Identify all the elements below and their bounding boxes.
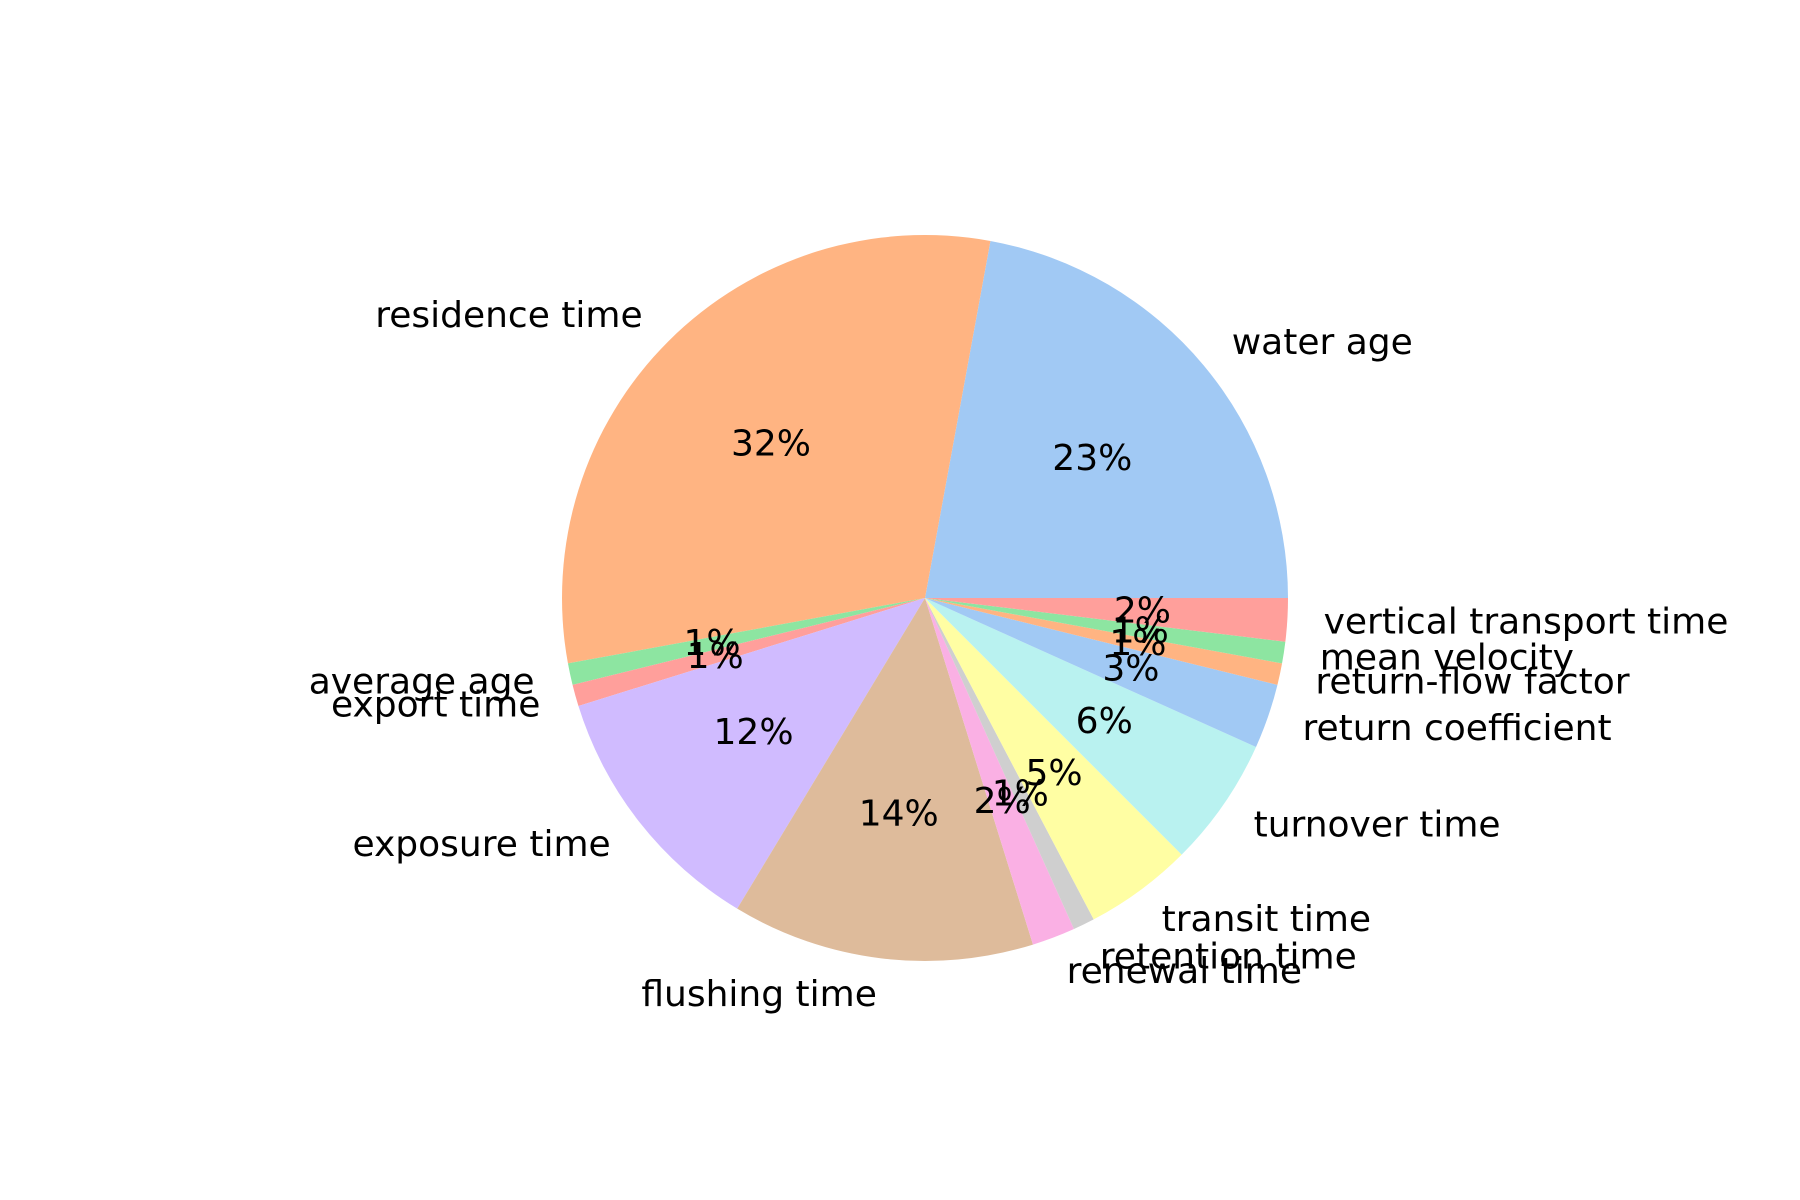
pie-slices (562, 235, 1288, 961)
pie-slice-residence-time (562, 235, 991, 664)
slice-label-return-flow-factor: return-flow factor (1315, 661, 1629, 702)
pie-slice-exposure-time (578, 598, 925, 909)
slice-label-turnover-time: turnover time (1254, 804, 1501, 845)
slice-label-mean-velocity: mean velocity (1320, 638, 1574, 679)
pie-slice-return-flow-factor (925, 598, 1283, 685)
pct-label-exposure-time: 12% (714, 712, 794, 753)
slice-label-exposure-time: exposure time (352, 824, 610, 865)
pie-slice-turnover-time (925, 598, 1257, 855)
slice-label-export-time: export time (331, 685, 540, 726)
pie-slice-average-age (567, 598, 925, 685)
slice-label-renewal-time: renewal time (1067, 951, 1302, 992)
pie-slice-renewal-time (925, 598, 1074, 945)
pct-label-return-flow-factor: 1% (1109, 623, 1166, 664)
pct-label-return-coefficient: 3% (1102, 649, 1159, 690)
pct-label-water-age: 23% (1052, 438, 1132, 479)
pct-label-residence-time: 32% (731, 423, 811, 464)
pct-label-export-time: 1% (687, 636, 744, 677)
pie-slice-mean-velocity (925, 598, 1286, 664)
slice-label-flushing-time: flushing time (641, 974, 877, 1015)
pct-label-flushing-time: 14% (859, 794, 939, 835)
pct-label-turnover-time: 6% (1076, 701, 1133, 742)
pct-label-vertical-transport-time: 2% (1114, 591, 1171, 632)
slice-label-residence-time: residence time (375, 295, 642, 336)
pie-slice-transit-time (925, 598, 1182, 920)
pct-label-mean-velocity: 1% (1112, 610, 1169, 651)
pct-label-renewal-time: 2% (974, 781, 1031, 822)
pie-slice-return-coefficient (925, 598, 1278, 747)
pie-slice-vertical-transport-time (925, 598, 1288, 642)
pct-label-retention-time: 1% (992, 773, 1049, 814)
slice-label-water-age: water age (1232, 322, 1413, 363)
pie-slice-water-age (925, 240, 1288, 598)
slice-label-retention-time: retention time (1100, 937, 1357, 978)
pct-label-transit-time: 5% (1026, 753, 1083, 794)
category-labels: water age residence time average ageexport… (309, 295, 1729, 1015)
pie-slice-export-time (572, 598, 925, 706)
slice-label-transit-time: transit time (1162, 899, 1371, 940)
slice-label-vertical-transport-time: vertical transport time (1324, 602, 1729, 643)
percentage-labels: 23%32%1%1%12%14% 2%1%5%6%3%1%1%2% (683, 423, 1170, 834)
pie-slice-flushing-time (737, 598, 1033, 961)
slice-label-average-age: average age (309, 661, 535, 702)
pct-label-average-age: 1% (683, 623, 740, 664)
slice-label-return-coefficient: return coefficient (1302, 708, 1611, 749)
pie-slice-retention-time (925, 598, 1094, 930)
